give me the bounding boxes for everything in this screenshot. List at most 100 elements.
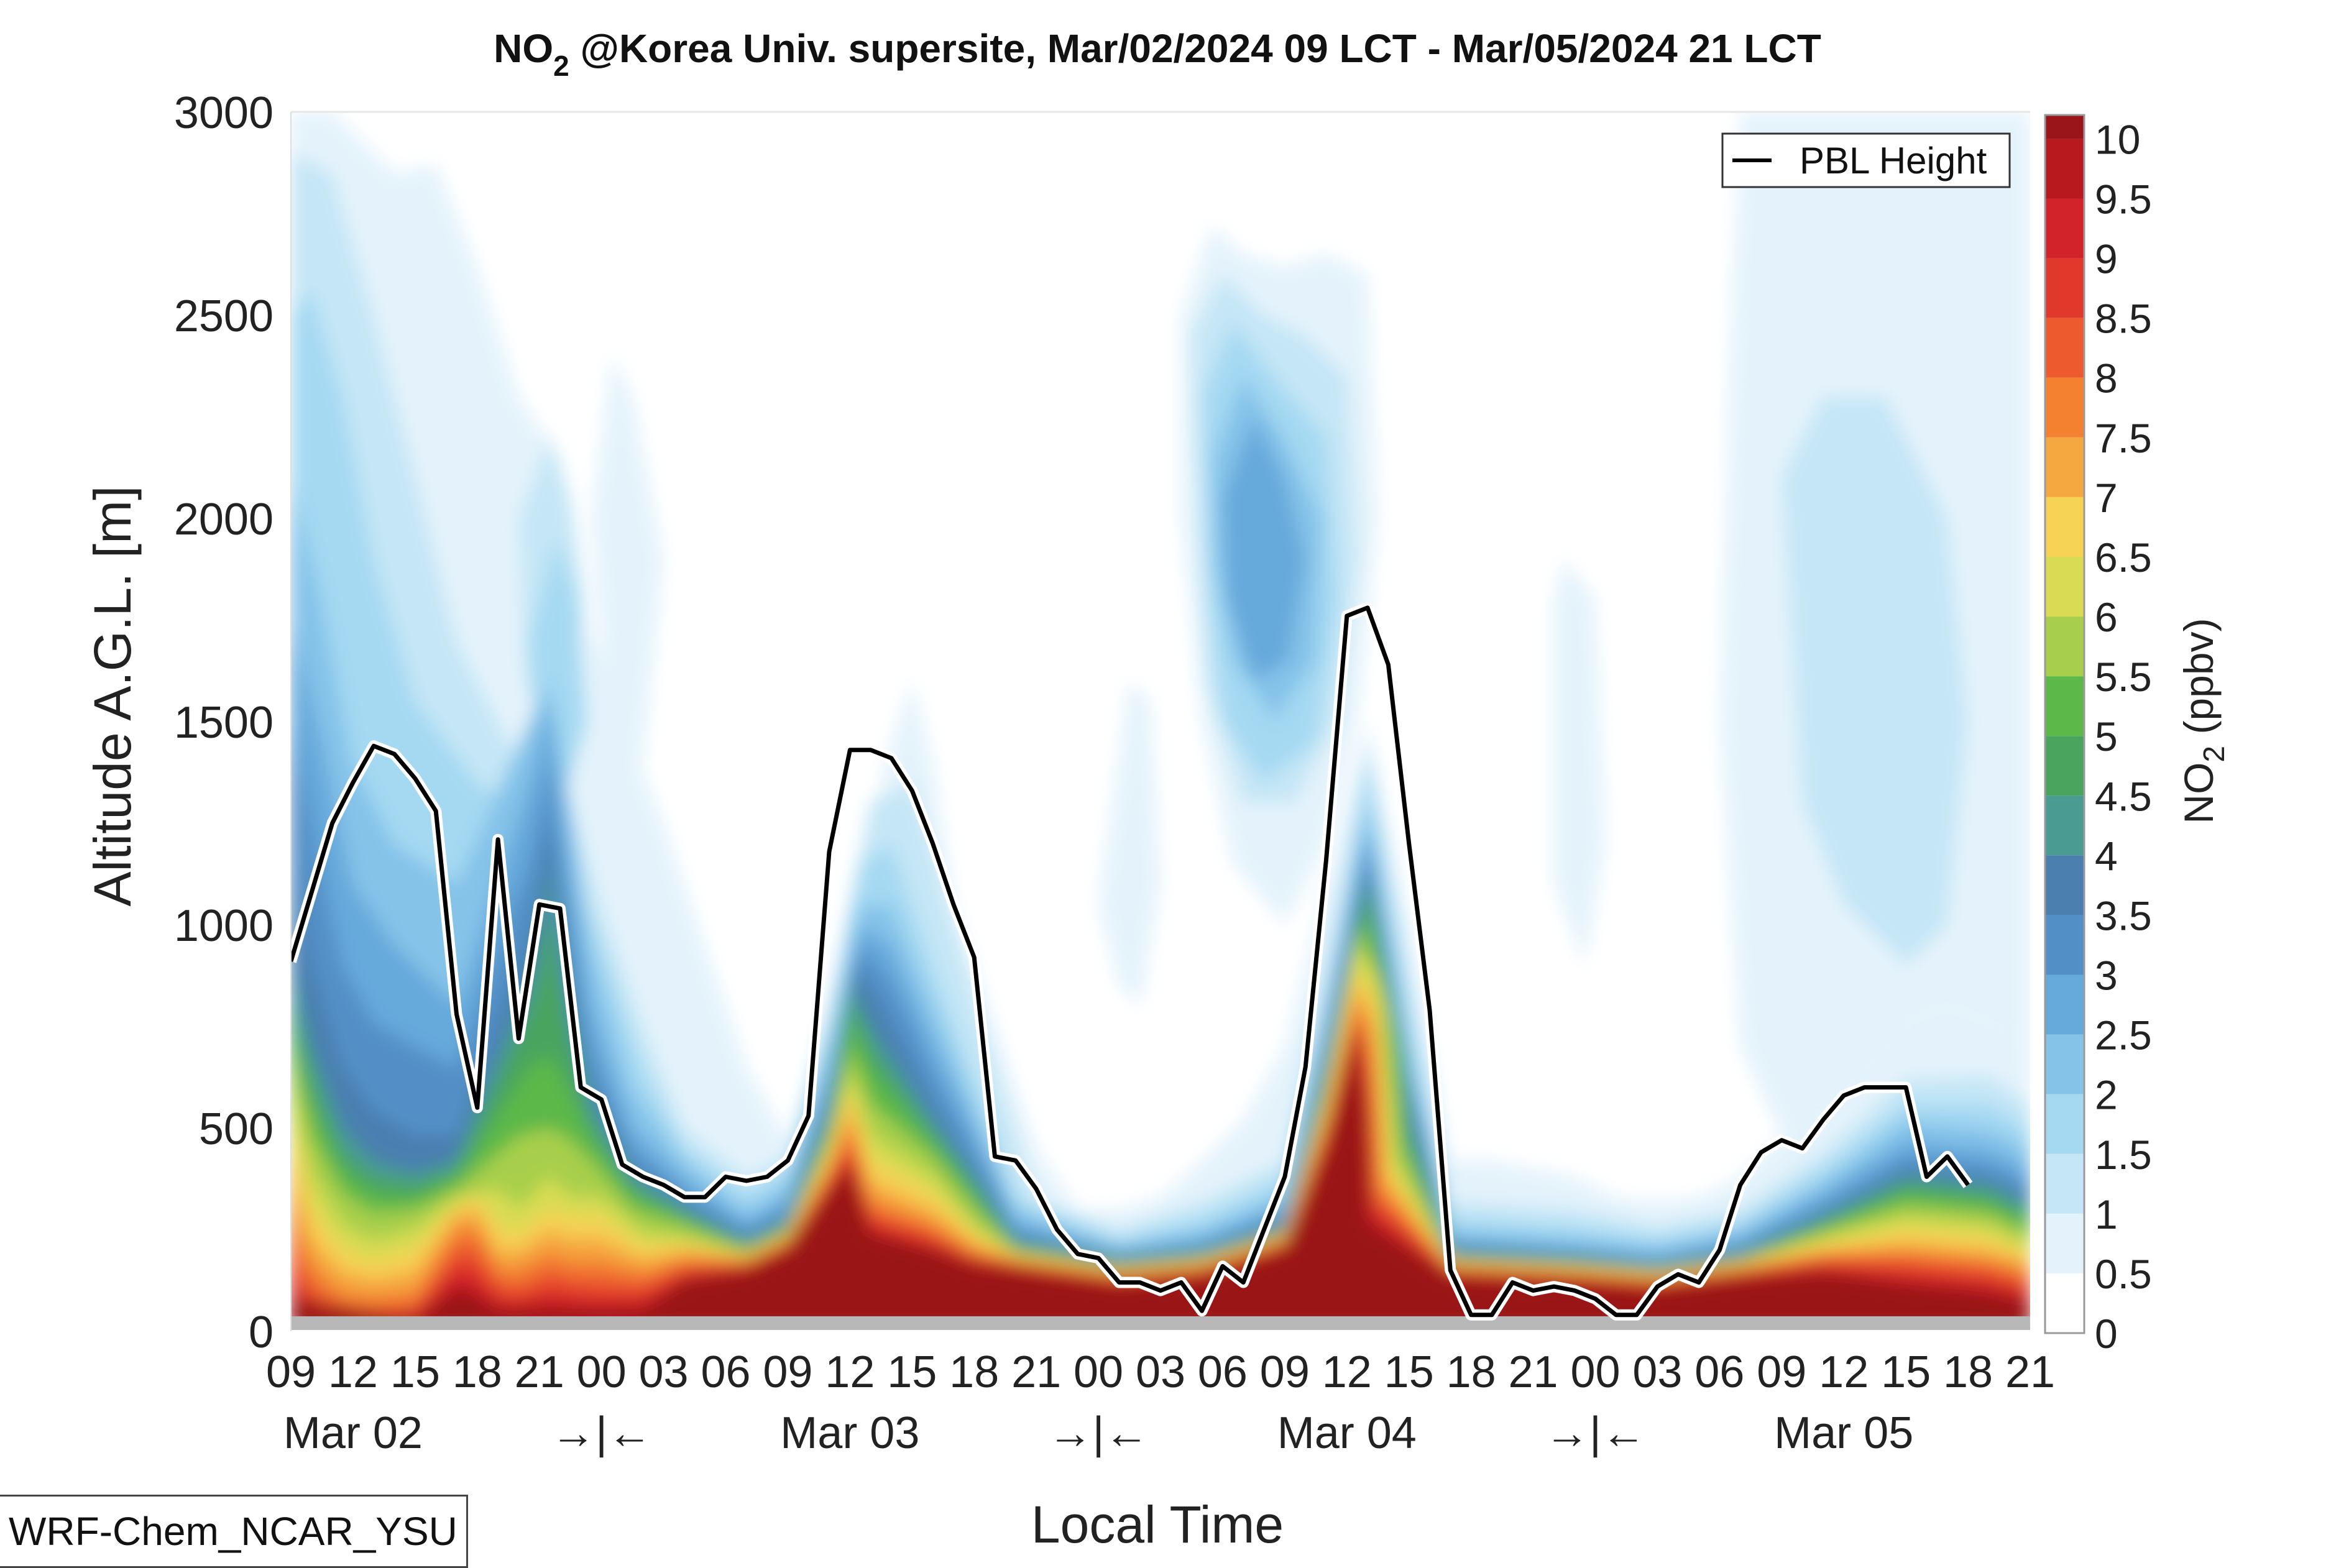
x-tick-label: 21	[1011, 1347, 1061, 1397]
x-tick-label: 21	[2005, 1347, 2055, 1397]
night-marker: →|←	[1545, 1408, 1646, 1458]
x-tick-label: 03	[1632, 1347, 1682, 1397]
x-tick-label: 12	[825, 1347, 875, 1397]
colorbar-swatch	[2045, 915, 2084, 975]
x-tick-label: 15	[1881, 1347, 1931, 1397]
pbl-height-line-core	[291, 605, 1970, 1318]
x-tick-label: 18	[949, 1347, 999, 1397]
y-tick-label: 1500	[174, 698, 274, 748]
colorbar-tick-label: 3.5	[2095, 892, 2152, 938]
legend: PBL Height	[1721, 132, 2011, 188]
colorbar-swatch	[2045, 617, 2084, 677]
x-tick-label: 18	[453, 1347, 502, 1397]
colorbar-tick-label: 4.5	[2095, 773, 2152, 819]
ground-band	[291, 1316, 2030, 1330]
colorbar: 0 0.5 1 1.5 2 2.5 3 3.5 4 4.5 5 5.5 6 6.5 7 7.5 8 8.5 9 9.5…	[2044, 114, 2152, 1357]
colorbar-swatch	[2045, 855, 2084, 915]
no2-concentration-field	[291, 112, 2030, 1330]
colorbar-tick-label: 0.5	[2095, 1251, 2152, 1297]
colorbar-swatch	[2045, 736, 2084, 796]
colorbar-swatch	[2045, 258, 2084, 318]
date-label: Mar 02	[283, 1408, 423, 1458]
model-label-box: WRF-Chem_NCAR_YSU	[0, 1495, 468, 1568]
colorbar-tick-label: 9	[2095, 236, 2118, 282]
concentration-contour-1	[591, 355, 664, 783]
x-tick-label: 03	[1136, 1347, 1185, 1397]
colorbar-frame	[2044, 114, 2085, 1334]
colorbar-tick-label: 0	[2095, 1311, 2118, 1357]
colorbar-swatch	[2045, 974, 2084, 1035]
colorbar-tick-label: 1	[2095, 1191, 2118, 1237]
date-label: Mar 04	[1277, 1408, 1417, 1458]
plot-area	[291, 112, 2030, 1330]
x-tick-label: 18	[1446, 1347, 1496, 1397]
x-tick-label: 03	[639, 1347, 689, 1397]
colorbar-swatch	[2045, 437, 2084, 497]
colorbar-swatch	[2045, 115, 2084, 139]
colorbar-tick-label: 2.5	[2095, 1012, 2152, 1058]
colorbar-tick-label: 1.5	[2095, 1132, 2152, 1178]
concentration-contour-0	[291, 112, 2030, 1330]
x-tick-label: 12	[1322, 1347, 1372, 1397]
colorbar-tick-label: 9.5	[2095, 177, 2152, 222]
colorbar-tick-label: 3	[2095, 953, 2118, 999]
colorbar-swatch	[2045, 377, 2084, 438]
colorbar-swatch	[2045, 198, 2084, 259]
concentration-contour-8	[1782, 396, 1969, 966]
colorbar-tick-label: 7	[2095, 475, 2118, 521]
y-tick-label: 3000	[174, 88, 274, 138]
colorbar-swatch	[2045, 139, 2084, 199]
colorbar-tick-label: 8	[2095, 355, 2118, 401]
colorbar-swatch	[2045, 1213, 2084, 1273]
x-tick-label: 15	[1384, 1347, 1434, 1397]
x-tick-label: 21	[515, 1347, 564, 1397]
colorbar-label: NO2 (ppbv)	[2176, 618, 2231, 823]
x-tick-label: 21	[1509, 1347, 1558, 1397]
x-tick-label: 09	[266, 1347, 316, 1397]
colorbar-swatch	[2045, 318, 2084, 378]
colorbar-tick-label: 7.5	[2095, 415, 2152, 461]
colorbar-swatch	[2045, 676, 2084, 736]
legend-label: PBL Height	[1800, 140, 1987, 181]
concentration-contour-5	[1098, 681, 1161, 1006]
colorbar-tick-label: 5.5	[2095, 654, 2152, 700]
x-tick-label: 06	[1694, 1347, 1744, 1397]
colorbar-swatch	[2045, 556, 2084, 617]
colorbar-swatch	[2045, 1153, 2084, 1214]
colorbar-tick-label: 6	[2095, 594, 2118, 640]
x-tick-label: 09	[763, 1347, 812, 1397]
concentration-contour-3	[1553, 559, 1606, 966]
y-axis-title: Altitude A.G.L. [m]	[83, 486, 142, 907]
concentration-contour-31	[291, 1026, 2030, 1330]
x-tick-label: 18	[1943, 1347, 1993, 1397]
night-marker: →|←	[1048, 1408, 1149, 1458]
y-tick-label: 0	[249, 1308, 274, 1357]
y-tick-label: 500	[199, 1104, 274, 1154]
x-tick-label: 00	[577, 1347, 627, 1397]
colorbar-swatch	[2045, 795, 2084, 856]
date-label: Mar 03	[780, 1408, 919, 1458]
x-tick-label: 06	[1198, 1347, 1248, 1397]
x-axis-title: Local Time	[1031, 1495, 1284, 1554]
x-tick-label: 12	[328, 1347, 378, 1397]
colorbar-swatch	[2045, 497, 2084, 557]
colorbar-swatch	[2045, 1273, 2084, 1333]
y-tick-label: 2000	[174, 495, 274, 544]
colorbar-swatch	[2045, 1094, 2084, 1154]
colorbar-swatch	[2045, 1034, 2084, 1094]
x-tick-label: 09	[1260, 1347, 1310, 1397]
x-tick-label: 00	[1074, 1347, 1123, 1397]
chart-title: NO2 @Korea Univ. supersite, Mar/02/2024 …	[494, 26, 1821, 82]
x-tick-label: 00	[1570, 1347, 1620, 1397]
date-label: Mar 05	[1774, 1408, 1913, 1458]
x-tick-label: 06	[701, 1347, 750, 1397]
night-marker: →|←	[551, 1408, 652, 1458]
colorbar-tick-label: 2	[2095, 1072, 2118, 1118]
colorbar-tick-label: 5	[2095, 713, 2118, 759]
colorbar-tick-label: 6.5	[2095, 534, 2152, 580]
x-tick-label: 09	[1757, 1347, 1806, 1397]
concentration-contour-16	[1222, 416, 1306, 681]
x-tick-label: 12	[1819, 1347, 1869, 1397]
